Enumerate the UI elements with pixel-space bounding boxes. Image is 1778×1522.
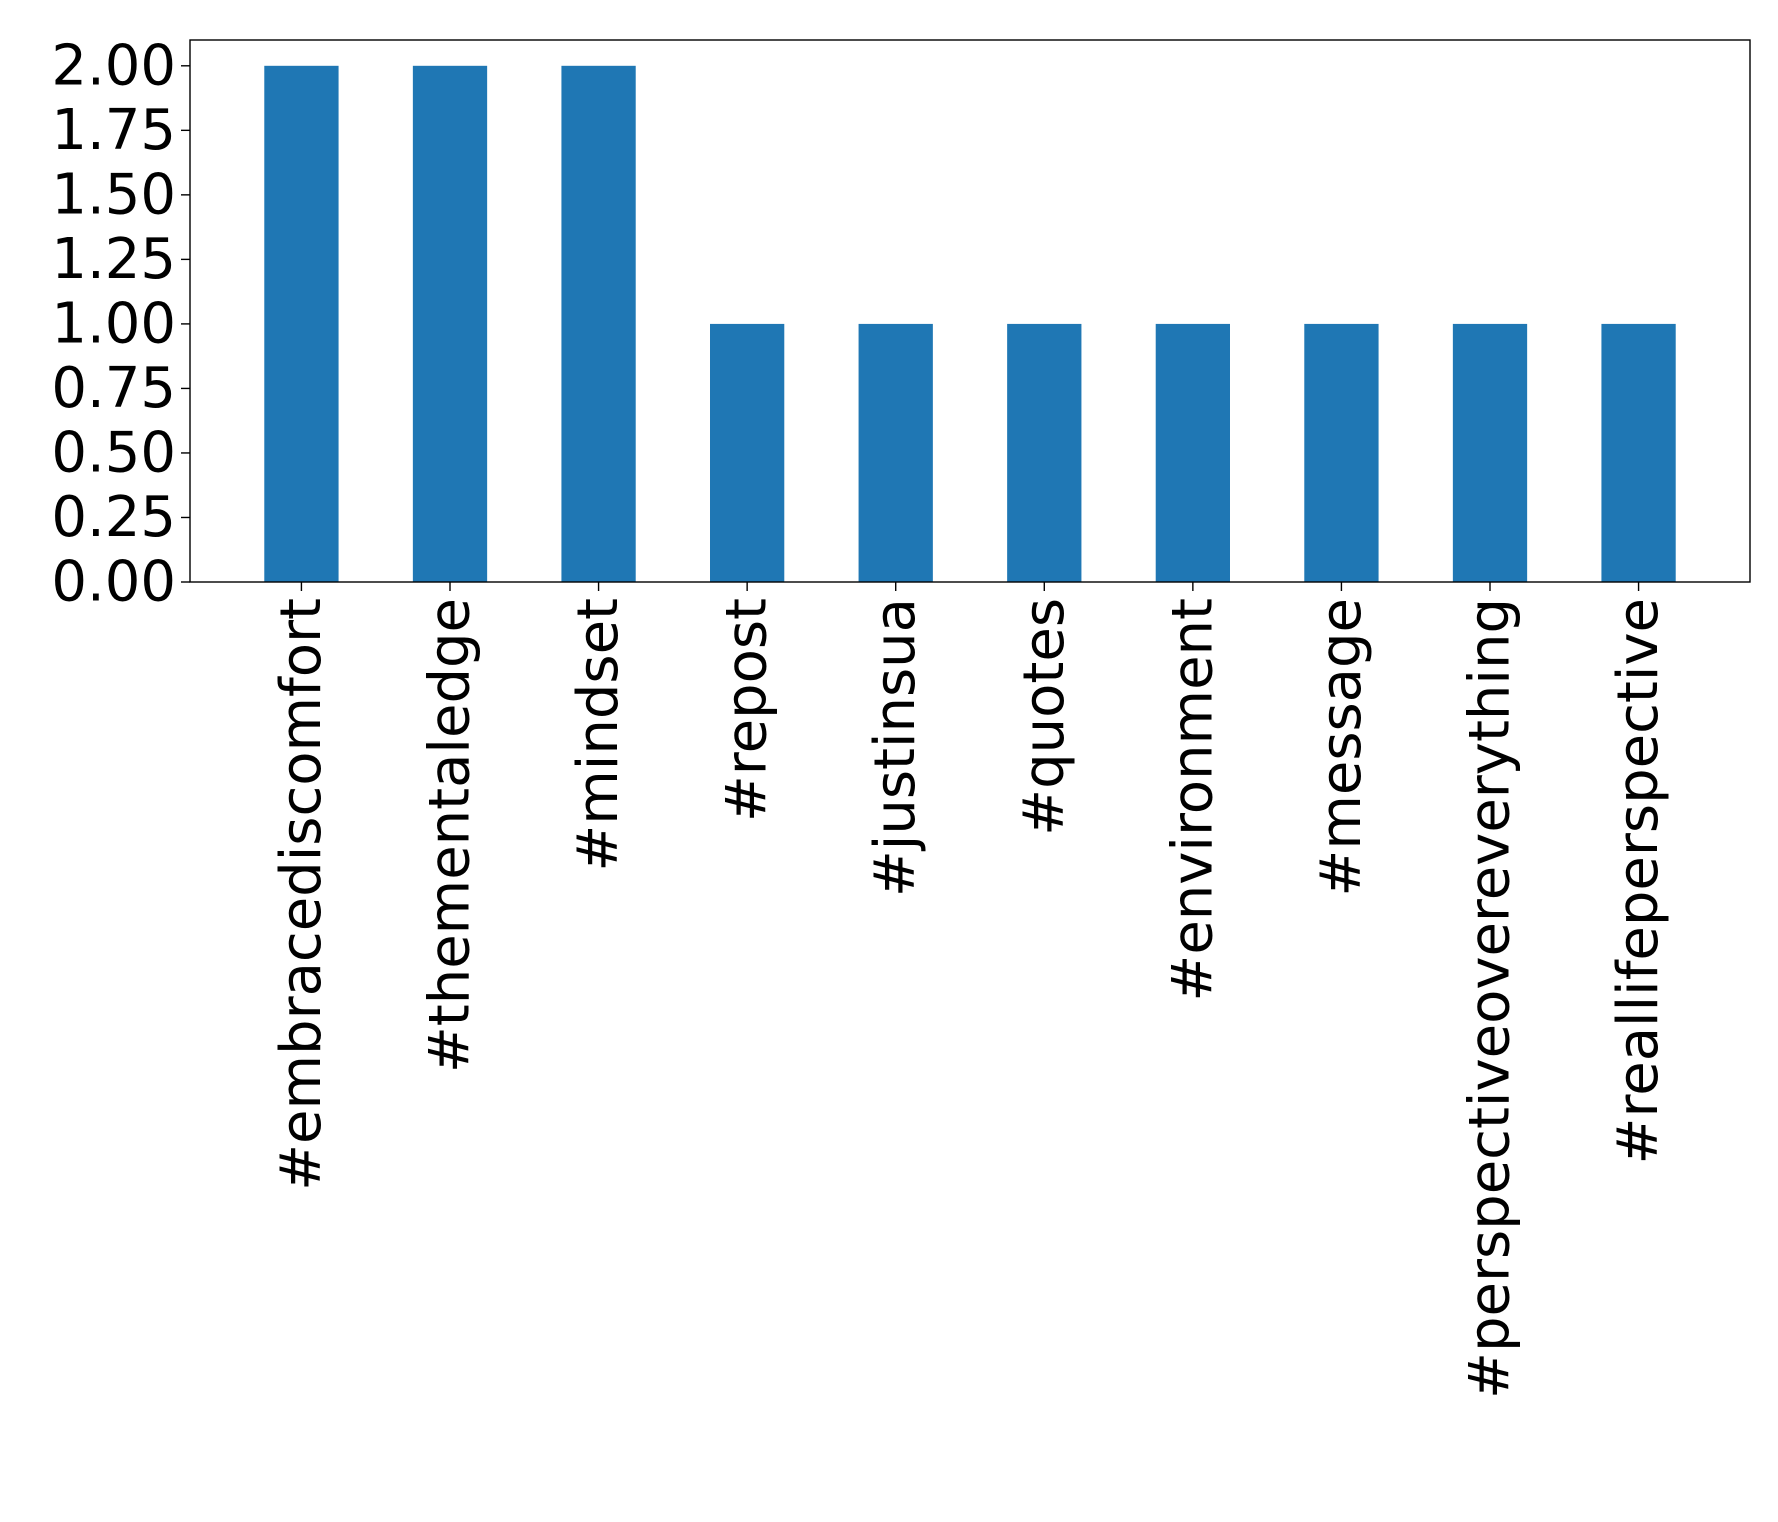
x-tick-label: #quotes xyxy=(1012,598,1077,836)
bar xyxy=(858,323,933,582)
x-tick-label: #repost xyxy=(715,598,780,822)
x-tick-label: #mindset xyxy=(566,598,631,872)
y-tick-label: 0.75 xyxy=(51,356,176,421)
bar xyxy=(1007,323,1082,582)
y-tick-label: 0.00 xyxy=(51,550,176,615)
y-tick-label: 1.50 xyxy=(51,162,176,227)
bar xyxy=(1304,323,1379,582)
bar xyxy=(1155,323,1230,582)
x-tick-label: #reallifeperspective xyxy=(1606,598,1671,1164)
bar xyxy=(710,323,785,582)
y-axis: 0.000.250.500.751.001.251.501.752.00 xyxy=(51,33,190,615)
x-tick-label: #environment xyxy=(1160,598,1225,1002)
bars xyxy=(264,65,1676,583)
y-tick-label: 1.25 xyxy=(51,227,176,292)
bar xyxy=(264,65,339,583)
plot-frame xyxy=(189,39,1751,583)
bar xyxy=(412,65,488,583)
y-tick-label: 1.75 xyxy=(51,98,176,163)
bar xyxy=(1452,323,1528,582)
bar xyxy=(1601,323,1676,582)
y-tick-label: 0.50 xyxy=(51,420,176,485)
y-tick-label: 2.00 xyxy=(51,33,176,98)
y-tick-label: 1.00 xyxy=(51,291,176,356)
x-tick-label: #perspectiveovereverything xyxy=(1458,598,1523,1399)
x-tick-label: #embracediscomfort xyxy=(269,598,334,1191)
y-tick-label: 0.25 xyxy=(51,485,176,550)
x-tick-label: #justinsua xyxy=(863,598,928,897)
x-axis: #embracediscomfort #thementaledge #mindset… xyxy=(269,582,1671,1399)
x-tick-label: #thementaledge xyxy=(418,598,483,1073)
x-tick-label: #message xyxy=(1309,598,1374,897)
bar xyxy=(561,65,636,583)
